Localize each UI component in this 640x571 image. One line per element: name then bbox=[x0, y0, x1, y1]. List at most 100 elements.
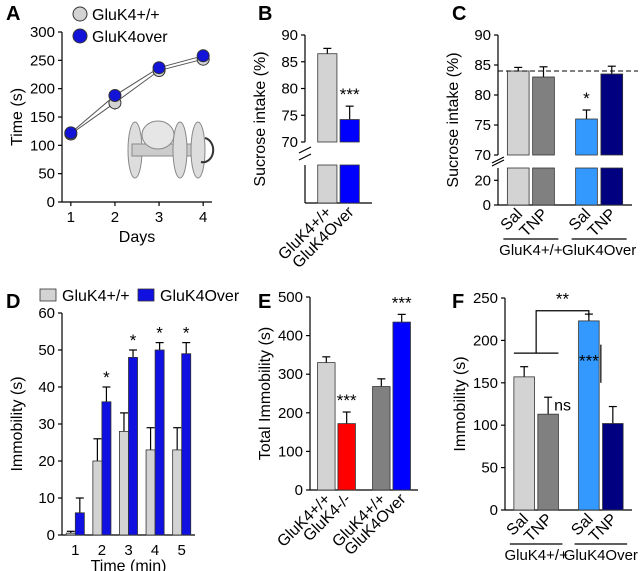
legend-label: GluK4+/+ bbox=[92, 7, 160, 24]
legend-label: GluK4over bbox=[92, 29, 168, 46]
significance: * bbox=[130, 331, 137, 350]
y-tick-label: 150 bbox=[30, 109, 55, 126]
bar bbox=[339, 119, 360, 143]
significance: *** bbox=[340, 85, 360, 104]
x-tick-label: 2 bbox=[111, 209, 119, 226]
x-tick-label: 4 bbox=[151, 542, 159, 559]
y-tick-label: 60 bbox=[38, 305, 55, 322]
y-tick-label: 75 bbox=[474, 117, 491, 134]
bar bbox=[372, 386, 391, 491]
y-tick-label: 80 bbox=[281, 81, 298, 98]
axis-break bbox=[298, 146, 312, 154]
bar bbox=[513, 376, 535, 511]
bar bbox=[154, 349, 165, 536]
significance: *** bbox=[392, 293, 412, 312]
x-tick-label: TNP bbox=[586, 511, 621, 546]
y-axis-label: Sucrose intake (%) bbox=[445, 52, 462, 187]
significance: *** bbox=[579, 352, 599, 371]
panel-label: B bbox=[258, 3, 272, 25]
y-tick-label: 90 bbox=[281, 27, 298, 44]
significance: ns bbox=[554, 398, 571, 415]
group-bracket bbox=[513, 310, 590, 354]
x-tick-label: 4 bbox=[199, 209, 207, 226]
series-line bbox=[70, 58, 204, 135]
y-tick-label: 10 bbox=[38, 490, 55, 507]
panel-label: F bbox=[452, 291, 464, 313]
y-tick-label: 100 bbox=[30, 137, 55, 154]
x-tick-label: 3 bbox=[155, 209, 163, 226]
y-tick-label: 50 bbox=[38, 166, 55, 183]
bar bbox=[392, 321, 411, 491]
x-tick-label: TNP bbox=[517, 206, 552, 241]
y-tick-label: 50 bbox=[481, 460, 498, 477]
y-tick-label: 0 bbox=[295, 482, 303, 499]
y-axis-label: Total Immobility (s) bbox=[257, 327, 274, 460]
bar bbox=[575, 118, 598, 156]
bar bbox=[145, 449, 156, 536]
y-tick-label: 20 bbox=[38, 453, 55, 470]
bar-base bbox=[317, 164, 338, 204]
y-tick-label: 0 bbox=[47, 194, 55, 211]
bar bbox=[92, 460, 103, 536]
bar-base bbox=[506, 167, 530, 206]
y-tick-label: 70 bbox=[474, 147, 491, 164]
x-tick-label: 1 bbox=[71, 542, 79, 559]
bar bbox=[537, 413, 559, 511]
y-tick-label: 250 bbox=[473, 290, 498, 307]
bar bbox=[506, 70, 530, 156]
panel-label: E bbox=[258, 291, 271, 313]
bar bbox=[101, 401, 112, 536]
legend-label: GluK4Over bbox=[160, 288, 240, 305]
group-significance: ** bbox=[556, 290, 570, 309]
y-tick-label: 20 bbox=[474, 172, 491, 189]
bar-base bbox=[532, 167, 555, 206]
legend-marker bbox=[72, 6, 88, 22]
bar bbox=[65, 532, 76, 536]
y-tick-label: 75 bbox=[281, 107, 298, 124]
y-tick-label: 85 bbox=[474, 57, 491, 74]
significance: * bbox=[583, 89, 590, 108]
significance: * bbox=[183, 324, 190, 343]
axis-break bbox=[298, 153, 312, 161]
y-tick-label: 50 bbox=[38, 342, 55, 359]
x-tick-label: 1 bbox=[67, 209, 75, 226]
panel-label: A bbox=[6, 3, 20, 25]
point bbox=[108, 88, 122, 102]
y-tick-label: 70 bbox=[281, 134, 298, 151]
bar-base bbox=[339, 164, 360, 204]
bar bbox=[337, 423, 356, 491]
legend-marker bbox=[72, 28, 88, 44]
point bbox=[64, 126, 78, 140]
bar bbox=[532, 76, 555, 156]
bar bbox=[172, 449, 183, 536]
y-tick-label: 0 bbox=[483, 197, 491, 214]
y-tick-label: 0 bbox=[47, 527, 55, 544]
legend-label: GluK4+/+ bbox=[62, 288, 130, 305]
bar bbox=[602, 423, 624, 511]
y-tick-label: 0 bbox=[490, 502, 498, 519]
group-label: GluK4+/+ bbox=[504, 547, 568, 564]
x-tick-label: TNP bbox=[585, 206, 620, 241]
y-axis-label: Sucrose intake (%) bbox=[252, 51, 269, 186]
x-tick-label: TNP bbox=[521, 511, 556, 546]
bar bbox=[119, 430, 129, 536]
legend-swatch bbox=[137, 288, 155, 302]
y-tick-label: 200 bbox=[473, 332, 498, 349]
series-line bbox=[70, 55, 204, 134]
panel-label: D bbox=[6, 291, 20, 313]
bar bbox=[600, 73, 624, 156]
legend-swatch bbox=[39, 288, 57, 302]
axis-break bbox=[491, 156, 505, 164]
y-tick-label: 200 bbox=[30, 81, 55, 98]
bar bbox=[317, 53, 338, 143]
bar bbox=[578, 320, 600, 511]
y-axis-label: Immobility (s) bbox=[452, 356, 469, 451]
significance: * bbox=[156, 324, 163, 343]
point bbox=[196, 49, 210, 63]
y-tick-label: 90 bbox=[474, 27, 491, 44]
group-label: GluK4Over bbox=[562, 242, 636, 259]
bar bbox=[74, 512, 85, 536]
bar bbox=[317, 362, 336, 491]
y-tick-label: 100 bbox=[473, 417, 498, 434]
